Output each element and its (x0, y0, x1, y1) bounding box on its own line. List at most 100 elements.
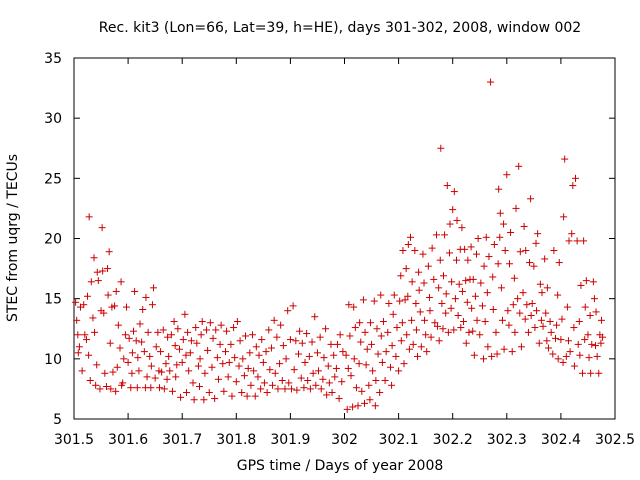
data-point (547, 328, 555, 336)
y-tick-label: 10 (44, 352, 62, 368)
data-point (92, 381, 100, 389)
data-point (189, 379, 197, 387)
data-point (434, 322, 442, 330)
data-point (437, 144, 445, 152)
data-point (173, 361, 181, 369)
data-point (278, 376, 286, 384)
data-point (517, 343, 525, 351)
data-point (181, 310, 189, 318)
data-point (431, 319, 439, 327)
data-point (575, 318, 583, 326)
data-point (171, 342, 179, 350)
data-point (408, 278, 416, 286)
data-point (523, 301, 531, 309)
data-point (370, 297, 378, 305)
data-point (424, 262, 432, 270)
data-point (104, 265, 112, 273)
data-point (420, 279, 428, 287)
data-point (320, 354, 328, 362)
data-point (357, 338, 365, 346)
data-point (524, 328, 532, 336)
data-point (178, 358, 186, 366)
data-point (228, 392, 236, 400)
data-point (260, 379, 268, 387)
data-point (243, 392, 251, 400)
data-point (562, 352, 570, 360)
data-point (197, 331, 205, 339)
data-point (338, 378, 346, 386)
data-point (125, 334, 133, 342)
data-point (566, 348, 574, 356)
data-point (390, 291, 398, 299)
data-point (304, 376, 312, 384)
data-point (377, 291, 385, 299)
data-point (508, 348, 516, 356)
data-point (570, 362, 578, 370)
data-point (121, 331, 129, 339)
data-point (344, 364, 352, 372)
data-point (586, 312, 594, 320)
data-point (506, 260, 514, 268)
data-point (305, 352, 313, 360)
data-point (421, 316, 429, 324)
data-point (227, 340, 235, 348)
data-point (457, 324, 465, 332)
data-point (172, 373, 180, 381)
data-point (581, 303, 589, 311)
data-point (99, 267, 107, 275)
data-point (311, 313, 319, 321)
data-point (570, 324, 578, 332)
data-point (187, 337, 195, 345)
data-point (427, 333, 435, 341)
data-series (72, 78, 607, 413)
data-point (393, 324, 401, 332)
data-point (352, 384, 360, 392)
chart-title: Rec. kit3 (Lon=66, Lat=39, h=HE), days 3… (99, 20, 581, 36)
data-point (366, 396, 374, 404)
data-point (485, 253, 493, 261)
data-point (107, 385, 115, 393)
data-point (474, 235, 482, 242)
data-point (361, 328, 369, 336)
data-point (581, 336, 589, 344)
data-point (371, 402, 379, 410)
data-point (111, 302, 119, 310)
data-point (470, 351, 478, 359)
data-point (133, 384, 141, 392)
data-point (250, 367, 258, 375)
data-point (463, 298, 471, 306)
data-point (473, 250, 481, 258)
data-point (116, 344, 124, 352)
data-point (439, 325, 447, 333)
data-point (443, 182, 451, 190)
data-point (442, 309, 450, 317)
data-point (106, 339, 114, 347)
data-point (453, 216, 461, 224)
data-point (425, 293, 433, 301)
data-point (221, 348, 229, 356)
data-point (328, 389, 336, 397)
data-point (520, 222, 528, 230)
data-point (350, 303, 358, 311)
data-point (336, 331, 344, 339)
data-point (553, 321, 561, 329)
data-point (267, 344, 275, 352)
data-point (400, 360, 408, 368)
data-point (379, 318, 387, 326)
data-point (246, 349, 254, 357)
data-point (411, 247, 419, 255)
data-point (428, 244, 436, 252)
data-point (82, 336, 90, 344)
data-point (595, 369, 603, 377)
data-point (384, 328, 392, 336)
x-axis: 301.5 301.6 301.7 301.8 301.9 302 302.1 302.2 30… (54, 58, 635, 448)
data-point (282, 355, 290, 363)
data-point (230, 324, 238, 332)
data-point (462, 339, 470, 347)
data-point (441, 231, 449, 239)
data-point (101, 369, 109, 377)
data-point (354, 402, 362, 410)
data-point (599, 333, 607, 341)
data-point (576, 351, 584, 359)
data-point (231, 354, 239, 362)
